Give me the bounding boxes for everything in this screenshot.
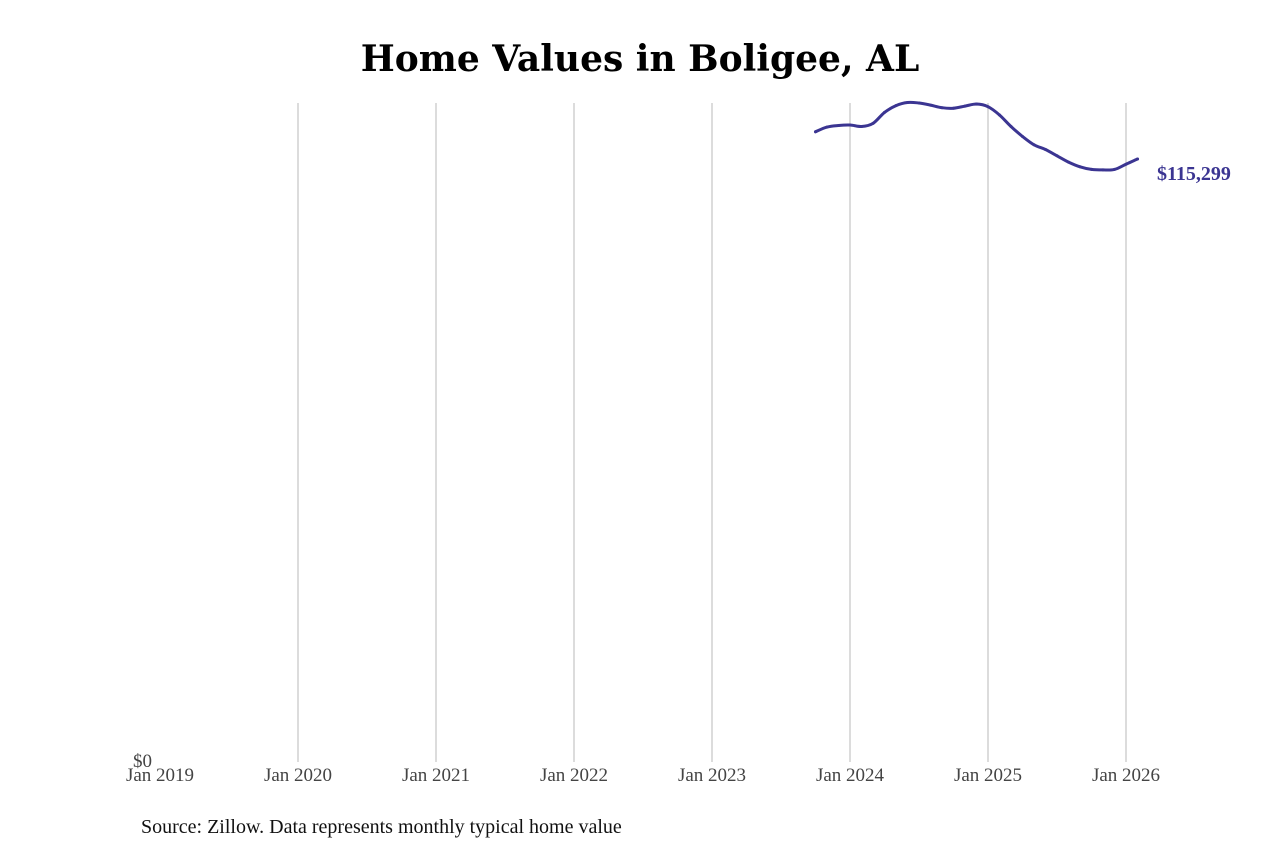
data-point	[1090, 167, 1093, 171]
data-point	[837, 124, 840, 127]
data-point	[1124, 162, 1128, 166]
y-tick-label: $0	[133, 751, 152, 772]
x-tick-label: Jan 2019	[126, 765, 194, 786]
gridlines	[297, 103, 1127, 762]
data-point	[906, 101, 909, 104]
y-axis-tick-labels: $0	[133, 751, 152, 772]
data-point	[929, 103, 932, 107]
data-point	[1044, 148, 1047, 151]
data-point	[883, 110, 886, 114]
data-point	[1055, 154, 1059, 158]
home-value-series-line	[814, 100, 1139, 172]
data-point	[1032, 143, 1036, 147]
data-point	[975, 102, 978, 106]
data-point	[1021, 135, 1024, 138]
data-point	[871, 121, 875, 125]
data-point	[986, 105, 990, 109]
data-point	[952, 106, 955, 110]
x-tick-label: Jan 2025	[954, 765, 1022, 786]
data-point	[1113, 167, 1116, 171]
x-tick-label: Jan 2024	[816, 765, 885, 786]
data-point	[848, 123, 852, 127]
series-layer	[814, 100, 1139, 172]
last-value-label: $115,299	[1157, 163, 1231, 185]
x-tick-label: Jan 2020	[264, 765, 332, 786]
data-point	[998, 113, 1001, 117]
data-point	[860, 125, 863, 128]
data-point	[1078, 165, 1082, 169]
x-tick-label: Jan 2022	[540, 765, 608, 786]
data-point	[940, 106, 944, 110]
x-tick-label: Jan 2021	[402, 765, 470, 786]
chart-title: Home Values in Boligee, AL	[360, 38, 920, 80]
data-point	[963, 104, 967, 108]
x-tick-label: Jan 2026	[1092, 765, 1160, 786]
data-point	[1101, 168, 1105, 172]
data-point	[894, 104, 898, 108]
data-point	[1009, 125, 1013, 128]
data-point	[825, 125, 829, 129]
data-point	[1067, 160, 1070, 164]
data-point	[917, 101, 921, 105]
source-note: Source: Zillow. Data represents monthly …	[141, 816, 622, 838]
x-axis-tick-labels: Jan 2019 Jan 2020 Jan 2021 Jan 2022 Jan 2023…	[126, 765, 1160, 786]
x-tick-label: Jan 2023	[678, 765, 746, 786]
data-point	[814, 130, 817, 134]
data-point	[1136, 157, 1139, 161]
